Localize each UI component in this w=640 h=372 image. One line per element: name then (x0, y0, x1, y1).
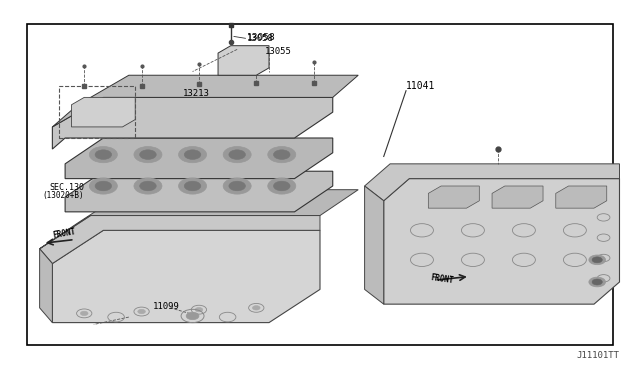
Text: 13213: 13213 (183, 89, 210, 98)
Polygon shape (218, 46, 269, 75)
Circle shape (268, 178, 296, 194)
Text: FRONT: FRONT (52, 227, 77, 240)
Circle shape (184, 181, 201, 191)
Circle shape (90, 178, 117, 194)
Polygon shape (52, 230, 320, 323)
Circle shape (592, 257, 602, 263)
Circle shape (95, 181, 111, 191)
Circle shape (184, 150, 201, 160)
Circle shape (252, 306, 260, 310)
Circle shape (81, 311, 88, 315)
Text: 13055: 13055 (264, 47, 291, 56)
Circle shape (140, 150, 156, 160)
Circle shape (273, 181, 290, 191)
Circle shape (229, 181, 246, 191)
Circle shape (273, 150, 290, 160)
Bar (27, 23, 613, 345)
Circle shape (223, 147, 251, 163)
Polygon shape (40, 215, 320, 263)
Circle shape (140, 181, 156, 191)
Polygon shape (40, 249, 52, 323)
Polygon shape (40, 190, 358, 249)
Polygon shape (65, 171, 333, 212)
Text: 13058: 13058 (246, 33, 273, 42)
Circle shape (195, 308, 203, 312)
Circle shape (134, 178, 162, 194)
Polygon shape (52, 97, 333, 149)
Circle shape (592, 279, 602, 285)
Circle shape (134, 147, 162, 163)
Polygon shape (65, 138, 333, 179)
Text: 11099: 11099 (152, 302, 179, 311)
Polygon shape (492, 186, 543, 208)
Polygon shape (428, 186, 479, 208)
Polygon shape (384, 179, 620, 304)
Circle shape (589, 277, 605, 287)
Circle shape (90, 147, 117, 163)
Polygon shape (365, 164, 620, 201)
Bar (59, 86, 135, 138)
Polygon shape (556, 186, 607, 208)
Text: SEC.130: SEC.130 (49, 183, 84, 192)
Circle shape (223, 178, 251, 194)
Text: FRONT: FRONT (429, 273, 454, 285)
Text: 11041: 11041 (406, 81, 435, 91)
Circle shape (179, 147, 207, 163)
Polygon shape (72, 97, 135, 127)
Circle shape (229, 150, 246, 160)
Text: (13020+B): (13020+B) (43, 191, 84, 200)
Polygon shape (365, 186, 384, 304)
Polygon shape (52, 75, 358, 127)
Circle shape (589, 255, 605, 264)
Circle shape (268, 147, 296, 163)
Circle shape (179, 178, 207, 194)
Text: J11101TT: J11101TT (577, 351, 620, 360)
Circle shape (186, 312, 199, 320)
Circle shape (95, 150, 111, 160)
Text: 13058: 13058 (246, 33, 275, 42)
Circle shape (138, 310, 145, 314)
